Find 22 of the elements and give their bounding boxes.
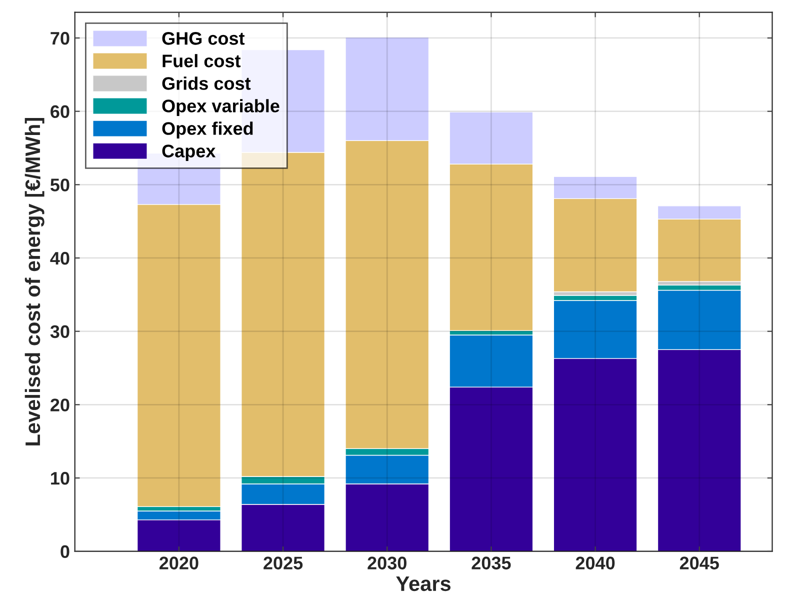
y-tick-label: 60	[50, 105, 70, 118]
x-tick-label: 2035	[472, 556, 511, 570]
y-tick-label: 20	[50, 398, 70, 412]
y-axis-title: Levelised cost of energy [€/MWh]	[24, 118, 44, 446]
y-tick-label: 0	[60, 545, 70, 558]
legend-label: Capex	[162, 144, 216, 162]
legend-label: Grids cost	[162, 76, 251, 90]
legend-label: GHG cost	[162, 32, 245, 45]
y-tick-label: 10	[51, 472, 70, 485]
legend-label: Opex variable	[162, 99, 280, 116]
x-tick-label: 2045	[680, 556, 719, 570]
legend-label: Opex fixed	[162, 122, 253, 138]
y-tick-label: 40	[50, 252, 70, 265]
legend-label: Fuel cost	[162, 54, 241, 68]
y-tick-label: 70	[50, 32, 70, 45]
x-tick-label: 2040	[576, 556, 615, 570]
x-tick-label: 2020	[159, 556, 198, 570]
x-tick-label: 2025	[264, 556, 303, 570]
x-tick-label: 2030	[368, 556, 406, 570]
y-tick-label: 50	[50, 178, 70, 192]
x-axis-title: Years	[396, 576, 451, 592]
y-tick-label: 30	[50, 325, 70, 338]
